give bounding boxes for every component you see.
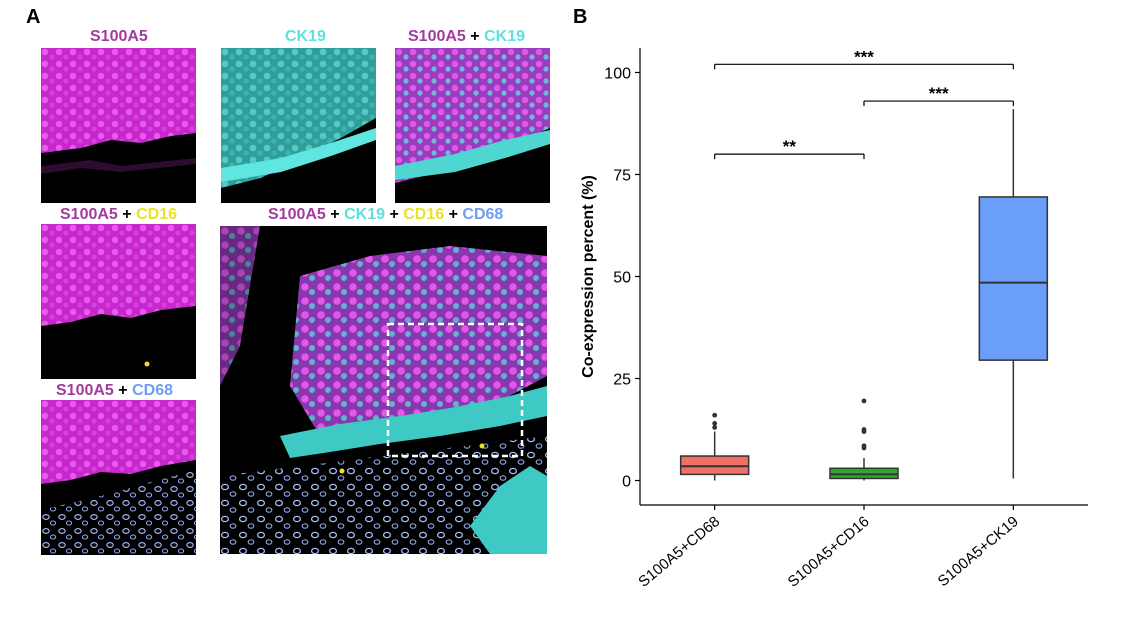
title-s100a5-cd68: S100A5 + CD68: [56, 382, 173, 400]
box-1: [679, 455, 750, 476]
micro-ck19: [221, 48, 376, 203]
micro-merge: [220, 226, 547, 554]
marker-ck19: CK19: [285, 28, 326, 45]
zoom-box: [386, 322, 524, 458]
plus-sign: +: [389, 206, 399, 223]
title-merge: S100A5 + CK19 + CD16 + CD68: [268, 206, 503, 224]
y-tick-label: 0: [622, 474, 631, 491]
box-3: [978, 196, 1049, 361]
x-tick-label: S100A5+CK19: [935, 513, 1022, 590]
outlier-point: [712, 420, 718, 426]
plus-sign: +: [448, 206, 458, 223]
panel-a-label: A: [26, 6, 41, 28]
title-s100a5-cd16: S100A5 + CD16: [60, 206, 177, 224]
title-s100a5: S100A5: [90, 28, 148, 46]
box-2: [829, 467, 899, 480]
title-ck19: CK19: [285, 28, 326, 46]
plus-sign: +: [118, 382, 128, 399]
sig-label: **: [783, 137, 797, 156]
micro-s100a5-ck19: [395, 48, 550, 203]
marker-s100a5: S100A5: [56, 382, 114, 399]
y-axis-label: Co-expression percent (%): [580, 175, 597, 378]
panel-b-label: B: [573, 6, 588, 28]
x-tick-label: S100A5+CD68: [635, 513, 723, 591]
y-tick-label: 25: [613, 372, 631, 389]
micro-s100a5-cd68: [41, 400, 196, 555]
sig-label: ***: [929, 84, 949, 103]
marker-s100a5: S100A5: [408, 28, 466, 45]
outlier-point: [861, 398, 867, 404]
marker-s100a5: S100A5: [268, 206, 326, 223]
y-tick-label: 50: [613, 270, 631, 287]
outlier-point: [712, 412, 718, 418]
marker-s100a5: S100A5: [60, 206, 118, 223]
marker-ck19: CK19: [344, 206, 385, 223]
outlier-point: [861, 443, 867, 449]
y-tick-label: 100: [604, 65, 631, 82]
marker-cd68: CD68: [462, 206, 504, 223]
micro-s100a5: [41, 48, 196, 203]
plus-sign: +: [122, 206, 132, 223]
title-s100a5-ck19: S100A5 + CK19: [408, 28, 525, 46]
marker-cd16: CD16: [136, 206, 177, 223]
marker-ck19: CK19: [484, 28, 525, 45]
outlier-point: [861, 427, 867, 432]
plus-sign: +: [470, 28, 480, 45]
micro-s100a5-cd16: [41, 224, 196, 379]
marker-cd68: CD68: [132, 382, 173, 399]
boxplot-chart: 0 25 50 75 100 Co-expression percent (%) S100A…: [580, 47, 1088, 591]
marker-s100a5: S100A5: [90, 28, 148, 45]
plus-sign: +: [330, 206, 340, 223]
outlier-point: [712, 425, 718, 430]
y-tick-label: 75: [613, 167, 631, 184]
marker-cd16: CD16: [403, 206, 445, 223]
x-tick-label: S100A5+CD16: [785, 513, 873, 591]
sig-label: ***: [854, 47, 874, 66]
